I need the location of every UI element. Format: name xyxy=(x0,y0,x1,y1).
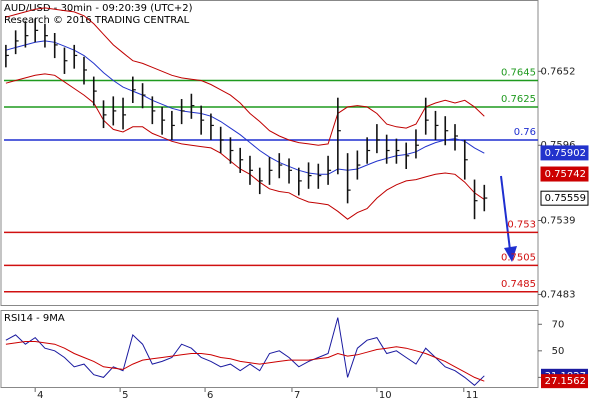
x-tick-label: 10 xyxy=(379,390,392,400)
rsi-title: RSI14 - 9MA xyxy=(4,313,65,324)
x-tick-label: 6 xyxy=(207,390,213,400)
forecast-arrow xyxy=(500,175,517,262)
x-tick-label: 4 xyxy=(37,390,43,400)
level-label: 0.7645 xyxy=(501,68,536,79)
rsi-marker xyxy=(541,374,588,389)
price-frame xyxy=(0,0,539,306)
price-marker-label: 0.75559 xyxy=(545,193,586,204)
price-marker-label: 0.75902 xyxy=(545,148,586,159)
price-marker xyxy=(540,190,589,206)
y-tick-label: 0.7539 xyxy=(541,215,576,226)
chart-subtitle: Research © 2016 TRADING CENTRAL xyxy=(4,15,190,26)
rsi-marker-label: 27.1562 xyxy=(545,376,586,387)
level-label: 0.76 xyxy=(514,127,536,138)
y-tick-label: 0.7652 xyxy=(541,66,576,77)
band-line xyxy=(5,40,485,175)
rsi-line xyxy=(5,341,485,382)
x-tick-label: 5 xyxy=(122,390,128,400)
level-label: 0.7505 xyxy=(501,252,536,263)
price-marker xyxy=(540,145,589,161)
level-label: 0.7485 xyxy=(501,279,536,290)
arrow-head xyxy=(504,246,517,262)
price-marker xyxy=(540,166,589,182)
level-label: 0.7625 xyxy=(501,94,536,105)
band-line xyxy=(5,73,485,220)
rsi-line xyxy=(5,317,485,386)
rsi-frame xyxy=(0,310,539,388)
y-tick-label: 50 xyxy=(552,346,565,357)
x-tick-label: 11 xyxy=(466,390,479,400)
level-label: 0.753 xyxy=(507,219,536,230)
x-tick-label: 7 xyxy=(294,390,300,400)
chart-title: AUD/USD - 30min - 09:20:39 (UTC+2) xyxy=(4,3,193,14)
price-marker-label: 0.75742 xyxy=(545,169,586,180)
band-line xyxy=(5,7,485,146)
y-tick-label: 70 xyxy=(552,319,565,330)
y-tick-label: 0.7483 xyxy=(541,289,576,300)
arrow-shaft xyxy=(500,175,511,251)
